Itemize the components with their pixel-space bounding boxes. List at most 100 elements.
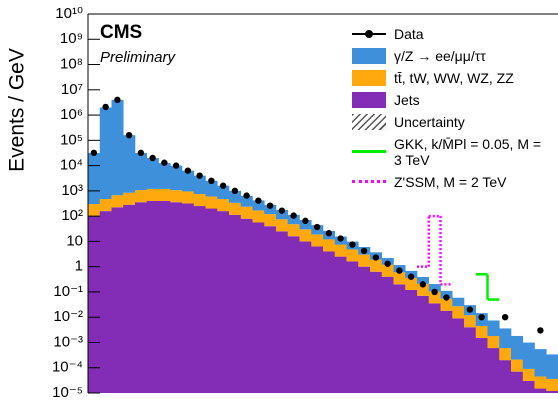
- bar-segment: [217, 199, 230, 212]
- bar-segment: [287, 214, 300, 225]
- bar-segment: [487, 320, 500, 337]
- bar-segment: [464, 327, 477, 393]
- data-point: [290, 212, 297, 219]
- bar-segment: [240, 218, 253, 393]
- data-point: [372, 254, 380, 261]
- bar-segment: [229, 202, 242, 215]
- legend-swatch: [352, 92, 386, 108]
- data-point: [478, 314, 485, 321]
- bar-segment: [287, 224, 300, 237]
- legend-swatch: [352, 70, 386, 86]
- bar-segment: [428, 303, 441, 393]
- bar-segment: [346, 249, 359, 262]
- data-point: [137, 149, 145, 157]
- y-tick-label: 10⁻²: [53, 308, 83, 325]
- legend-swatch: [352, 48, 386, 64]
- data-point: [396, 267, 403, 274]
- bar-segment: [229, 190, 242, 203]
- bar-segment: [487, 348, 500, 393]
- bar-segment: [511, 371, 524, 393]
- bar-segment: [229, 214, 242, 393]
- bar-segment: [323, 239, 336, 252]
- data-point: [337, 235, 344, 242]
- bar-segment: [88, 152, 101, 205]
- bar-segment: [452, 306, 465, 319]
- bar-segment: [170, 202, 183, 393]
- bar-segment: [311, 234, 324, 247]
- bar-segment: [440, 298, 453, 311]
- data-point: [172, 162, 180, 169]
- legend-dot: [365, 30, 373, 38]
- bar-segment: [88, 216, 101, 393]
- bar-segment: [99, 211, 112, 393]
- data-point: [407, 273, 415, 280]
- bar-segment: [158, 188, 171, 201]
- data-point: [208, 177, 215, 185]
- bar-segment: [428, 291, 441, 304]
- bar-segment: [475, 338, 488, 393]
- data-point: [419, 281, 427, 288]
- y-axis-label: Events / GeV: [6, 48, 29, 172]
- data-point: [266, 202, 274, 209]
- bar-segment: [205, 180, 218, 197]
- legend-label: Uncertainty: [394, 114, 465, 130]
- bar-segment: [428, 284, 441, 292]
- bar-segment: [111, 195, 124, 208]
- y-tick-label: 10⁵: [60, 131, 83, 148]
- bar-segment: [475, 325, 488, 339]
- bar-segment: [381, 264, 394, 277]
- data-point: [302, 217, 309, 225]
- legend-line: [352, 150, 386, 153]
- bar-segment: [217, 211, 230, 393]
- bar-segment: [217, 185, 230, 200]
- data-point: [184, 167, 192, 174]
- bar-segment: [182, 203, 195, 393]
- data-point: [537, 327, 544, 334]
- bar-segment: [417, 276, 430, 284]
- data-point: [384, 260, 391, 267]
- bar-segment: [264, 226, 277, 393]
- bar-segment: [205, 208, 218, 393]
- bar-segment: [146, 200, 159, 393]
- legend-entry: Jets: [352, 92, 552, 108]
- chart-title: CMS: [100, 22, 142, 43]
- bar-segment: [534, 349, 547, 377]
- bar-segment: [111, 99, 124, 196]
- data-point: [102, 103, 109, 111]
- bar-segment: [182, 170, 195, 192]
- bar-segment: [405, 289, 418, 393]
- bar-segment: [417, 295, 430, 393]
- bar-segment: [499, 328, 512, 349]
- bar-segment: [123, 192, 136, 205]
- legend-entry: tt̄, tW, WW, WZ, ZZ: [352, 70, 552, 86]
- bar-segment: [393, 272, 406, 285]
- y-tick-label: 10: [66, 232, 83, 249]
- data-point: [443, 294, 450, 301]
- data-point: [161, 159, 168, 166]
- bar-segment: [311, 246, 324, 393]
- y-tick-label: 1: [75, 258, 83, 275]
- bar-segment: [193, 206, 206, 393]
- legend-label: Data: [394, 26, 424, 42]
- bar-segment: [99, 199, 112, 212]
- bar-segment: [499, 348, 512, 361]
- bar-segment: [88, 204, 101, 217]
- data-point: [360, 247, 368, 255]
- data-point: [278, 207, 286, 214]
- y-tick-label: 10¹⁰: [55, 5, 83, 22]
- y-tick-label: 10³: [61, 182, 83, 199]
- legend-label: γ/Z → ee/μμ/ττ: [394, 48, 486, 64]
- bar-segment: [264, 214, 277, 227]
- legend-label: Z'SSM, M = 2 TeV: [394, 174, 507, 190]
- data-point: [114, 96, 121, 104]
- bar-segment: [358, 254, 371, 267]
- y-tick-label: 10⁴: [60, 157, 83, 174]
- bar-segment: [240, 195, 253, 207]
- bar-segment: [522, 342, 535, 369]
- bar-segment: [135, 202, 148, 393]
- data-point: [313, 223, 321, 231]
- plot-area: [88, 96, 558, 393]
- bar-segment: [546, 378, 558, 391]
- bar-segment: [135, 152, 148, 191]
